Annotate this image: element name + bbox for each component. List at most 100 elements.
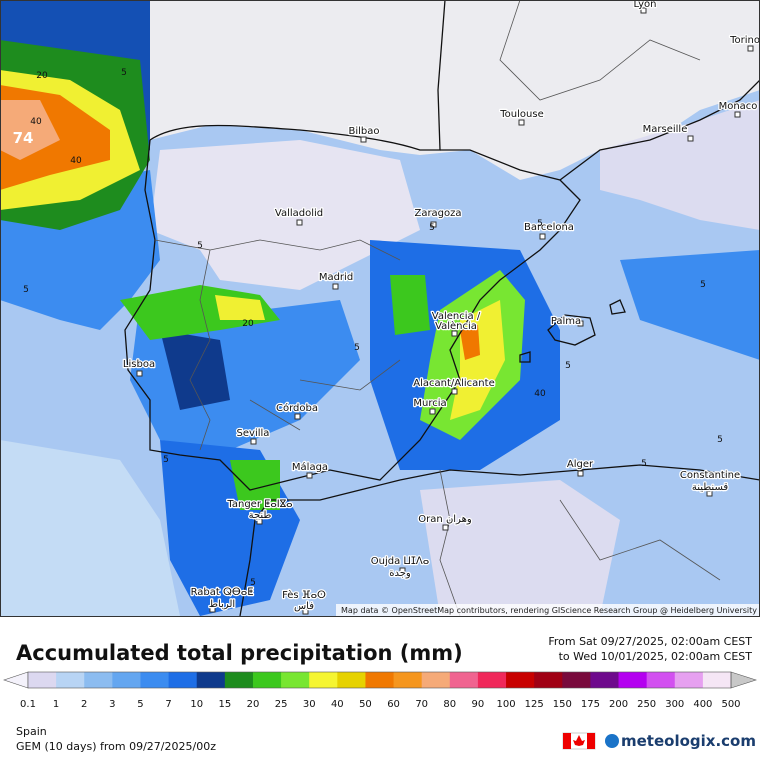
legend-swatch xyxy=(28,672,57,688)
city-label: Lisboa xyxy=(123,359,155,370)
city-marker xyxy=(706,490,713,497)
legend-label: 0.1 xyxy=(20,699,36,710)
city-label: Torino xyxy=(729,35,760,46)
precip-50-60 xyxy=(460,325,480,360)
city-marker xyxy=(442,524,449,531)
city-label: وجدة xyxy=(389,568,411,579)
coastline xyxy=(149,0,446,151)
city-label: Valladolid xyxy=(275,208,323,219)
city-marker xyxy=(518,119,525,126)
city-label: Alger xyxy=(567,459,594,470)
legend-swatch xyxy=(618,672,648,688)
city-label: Toulouse xyxy=(499,109,543,120)
legend-swatch xyxy=(337,672,366,688)
legend-swatch xyxy=(477,672,507,688)
city-label: Rabat ⵕⴱⴰⵟ xyxy=(191,587,254,598)
legend-swatch xyxy=(224,672,254,688)
model-run: GEM (10 days) from 09/27/2025/00z xyxy=(16,740,216,753)
legend-label: 60 xyxy=(387,699,400,710)
legend-label: 90 xyxy=(472,699,485,710)
legend-frame xyxy=(27,671,732,689)
flag-band xyxy=(587,733,595,749)
city-marker xyxy=(306,472,313,479)
city-label: Constantine xyxy=(680,470,740,481)
region: Spain xyxy=(16,725,47,738)
city-label: Sevilla xyxy=(237,428,270,439)
coastline xyxy=(559,79,760,181)
precip-30-40 xyxy=(215,295,265,320)
attribution-bg xyxy=(336,604,760,616)
city-marker xyxy=(429,408,436,415)
city-label: Zaragoza xyxy=(414,208,461,219)
legend-label: 500 xyxy=(721,699,740,710)
city-marker xyxy=(451,388,458,395)
precip-20-25 xyxy=(390,275,430,335)
contour-label: 5 xyxy=(163,455,169,465)
legend-label: 40 xyxy=(331,699,344,710)
city-marker xyxy=(577,470,584,477)
legend-swatch xyxy=(449,672,479,688)
city-label: Málaga xyxy=(292,461,328,473)
city-label: Monaco xyxy=(719,101,758,112)
legend-label: 70 xyxy=(415,699,428,710)
legend-label: 175 xyxy=(581,699,600,710)
city-marker xyxy=(360,136,367,143)
legend-swatch xyxy=(140,672,170,688)
legend-label: 20 xyxy=(247,699,260,710)
city-label: Barcelona xyxy=(524,222,574,233)
legend-label: 10 xyxy=(190,699,203,710)
city-label: Tanger ⵟⴰⵏⴵⴰ xyxy=(226,499,292,510)
light-precip xyxy=(0,440,180,616)
legend-swatch xyxy=(168,672,198,688)
city-label: Palma xyxy=(551,316,581,327)
legend-swatch xyxy=(112,672,141,688)
city-marker xyxy=(539,233,546,240)
contour-label: 5 xyxy=(717,435,723,445)
contour-label: 5 xyxy=(23,285,29,295)
dry-area xyxy=(150,140,420,290)
legend-arrow-low xyxy=(3,671,29,689)
city-label: قسنطينة xyxy=(692,482,729,493)
city-label: Alacant/Alicante xyxy=(413,378,494,389)
precip-20-25 xyxy=(230,460,280,510)
city-marker xyxy=(640,7,647,14)
city-marker xyxy=(256,518,263,525)
legend-swatch xyxy=(281,672,310,688)
legend-label: 7 xyxy=(165,699,171,710)
city-label: Marseille xyxy=(643,124,688,135)
legend-swatch xyxy=(365,672,395,688)
contour-label: 5 xyxy=(429,223,435,233)
city-marker xyxy=(302,608,309,615)
contour-label: 40 xyxy=(30,117,42,127)
city-label: فاس xyxy=(294,601,314,612)
legend-swatch xyxy=(506,672,535,688)
legend-label: 80 xyxy=(443,699,456,710)
city-label: Madrid xyxy=(319,272,353,283)
city-label: Fès ⴼⴰⵙ xyxy=(282,589,326,601)
legend-label: 50 xyxy=(359,699,372,710)
city-label: طنجة xyxy=(249,510,272,521)
city-label: Oran وهران xyxy=(418,514,472,525)
legend-label: 250 xyxy=(637,699,656,710)
city-label: Murcia xyxy=(413,398,446,409)
legend: 0.1 1 2 3 5 7 10 15 20 25 30 40 50 60 70 80 90 100 125 150 1… xyxy=(3,671,757,710)
city-marker xyxy=(451,330,458,337)
city-label: Valencia / xyxy=(432,311,481,322)
city-marker xyxy=(209,606,216,613)
city-label: València xyxy=(435,320,477,332)
logo-text: meteologix.com xyxy=(621,732,756,750)
contour-label: 5 xyxy=(354,343,360,353)
contour-label: 40 xyxy=(70,156,82,166)
city-marker xyxy=(577,320,584,327)
island xyxy=(547,314,596,346)
city-marker xyxy=(747,45,754,52)
legend-swatch xyxy=(562,672,591,688)
legend-swatch xyxy=(590,672,620,688)
legend-arrow-high xyxy=(730,671,757,689)
dry-area xyxy=(420,480,620,616)
date-from: From Sat 09/27/2025, 02:00am CEST xyxy=(548,635,752,648)
legend-swatch xyxy=(534,672,563,688)
island xyxy=(609,299,626,315)
border xyxy=(249,359,721,581)
contour-label: 5 xyxy=(641,459,647,469)
